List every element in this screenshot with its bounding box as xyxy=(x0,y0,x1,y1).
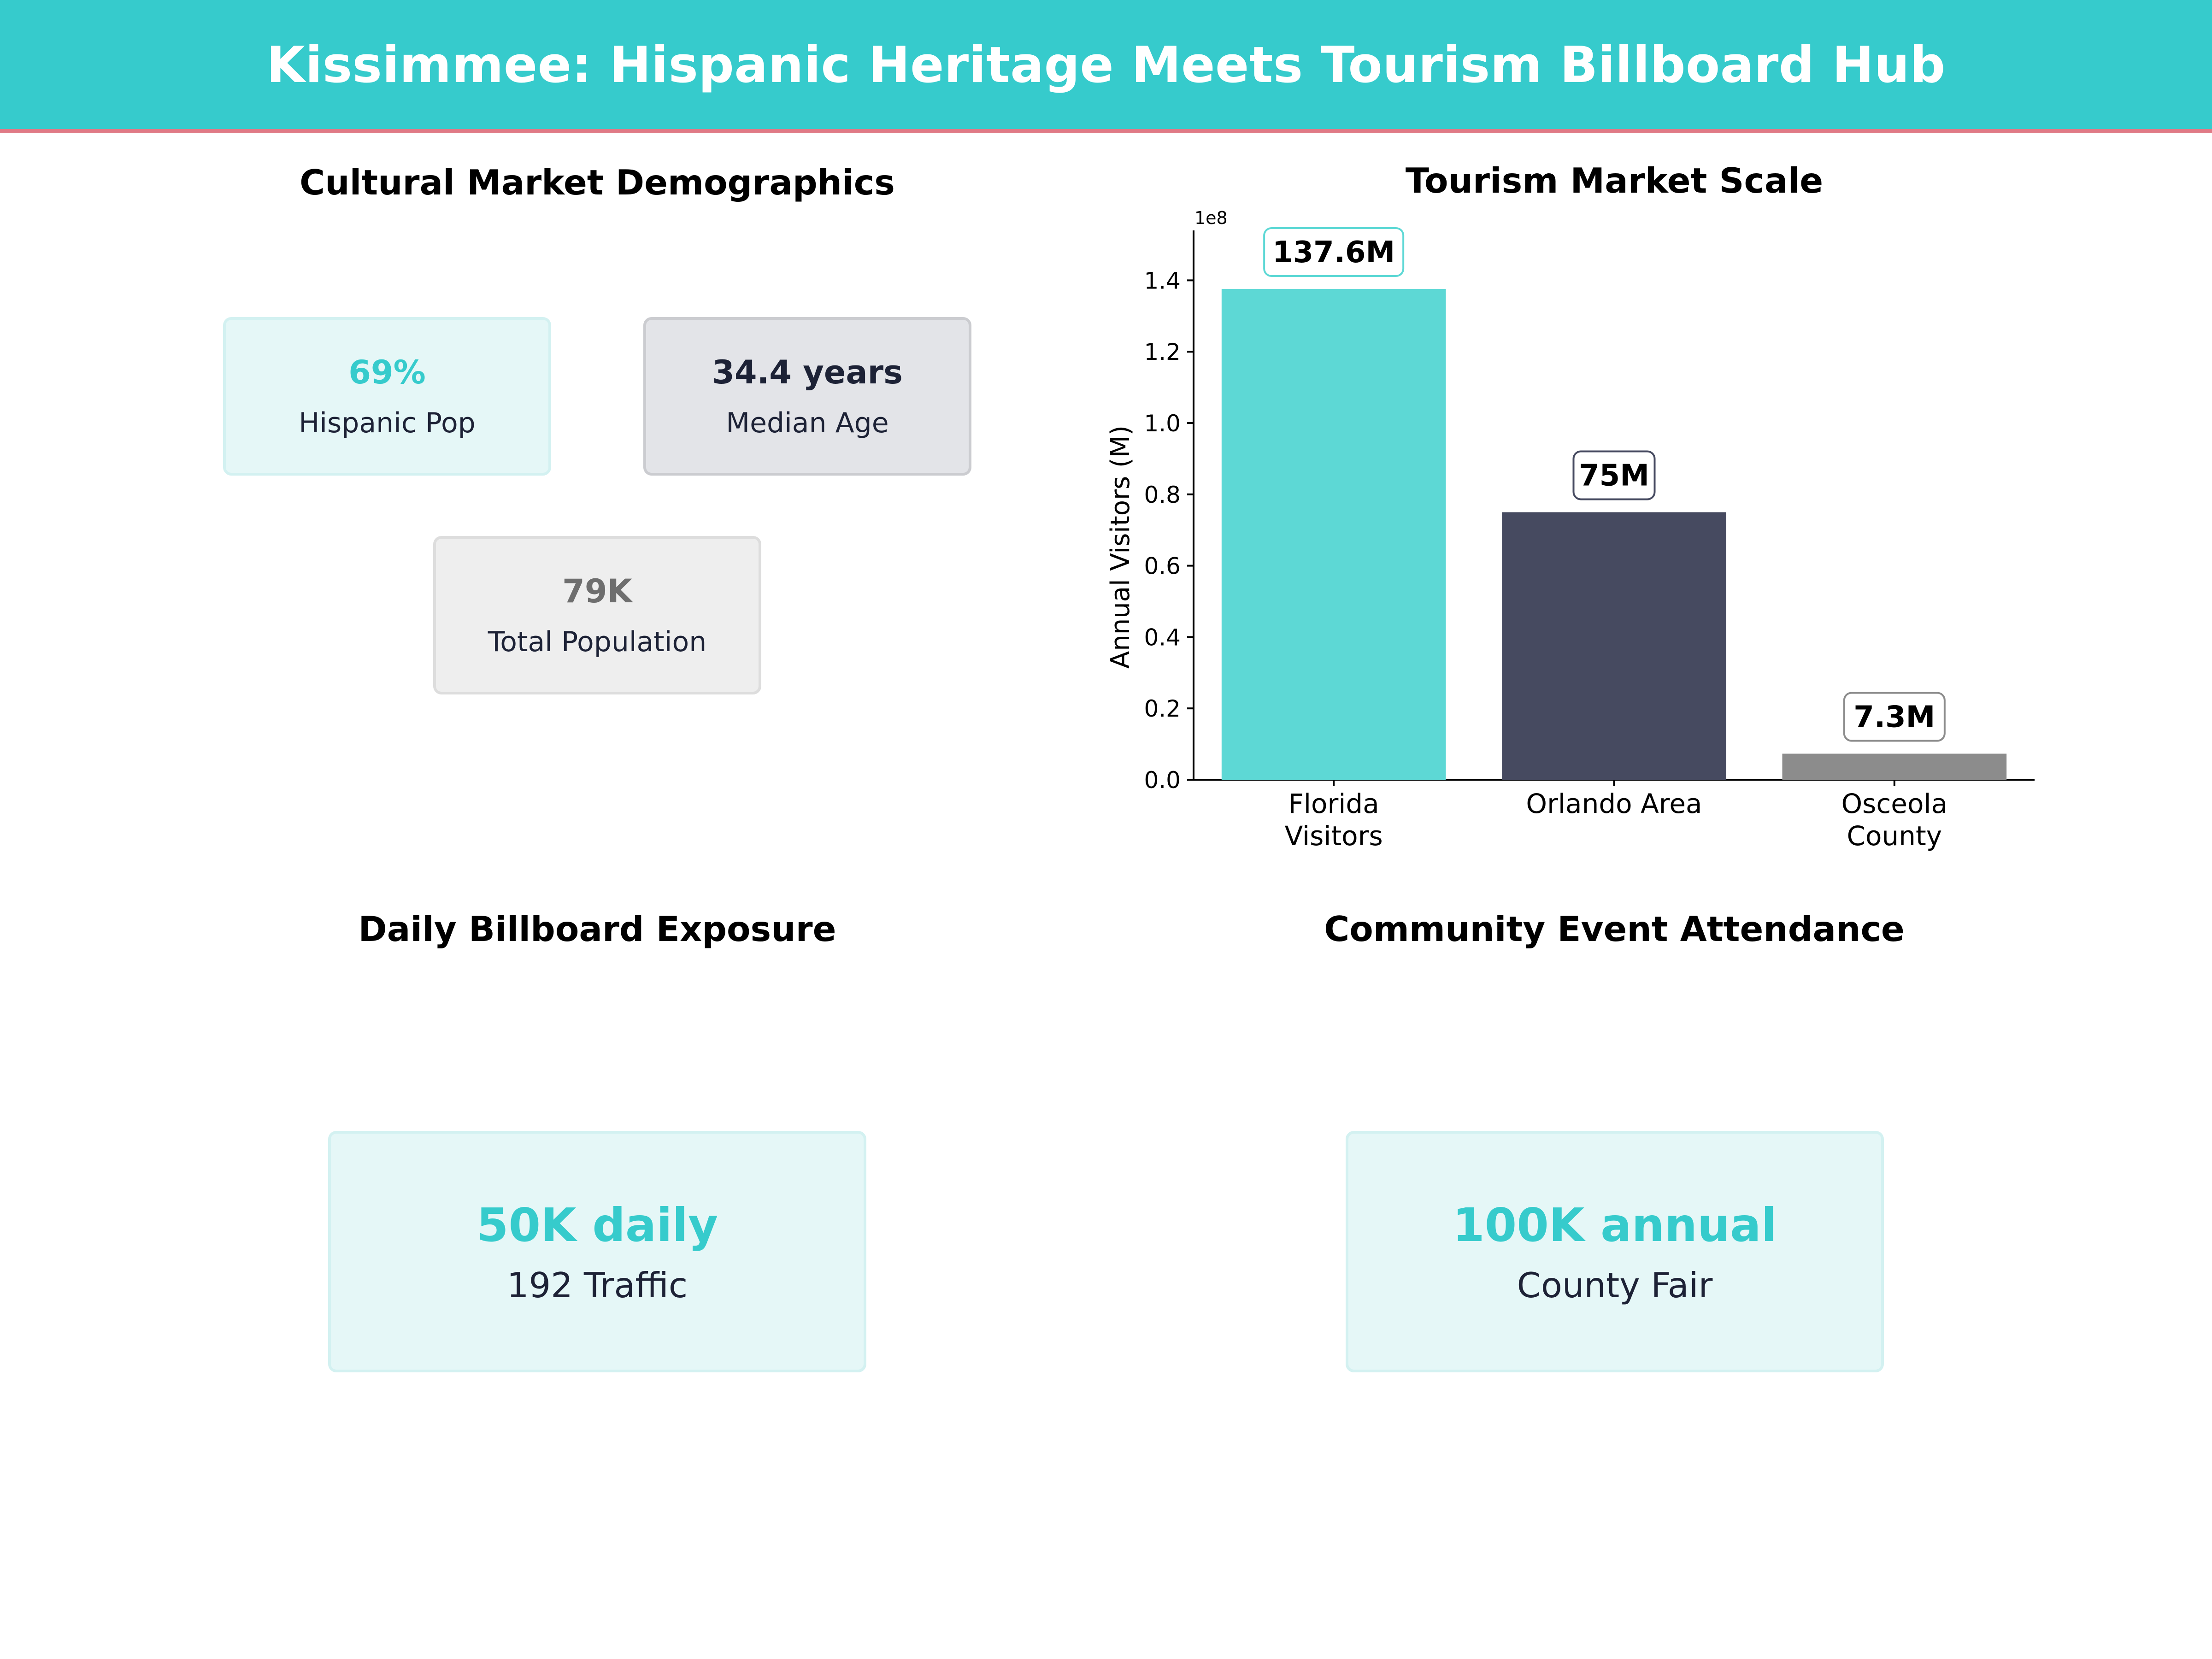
y-tick-label: 0.8 xyxy=(1144,482,1181,508)
data-label-box xyxy=(1263,227,1405,277)
data-label-box xyxy=(1843,692,1946,742)
x-tick-label: Florida xyxy=(1288,788,1379,819)
exposure-card: 50K daily 192 Traffic xyxy=(328,1131,866,1372)
y-tick-label: 0.2 xyxy=(1144,695,1181,722)
events-title: Community Event Attendance xyxy=(1324,909,1905,949)
hispanic-pop-value: 69% xyxy=(348,353,426,391)
tourism-bar-chart: Tourism Market Scale 1e8 Annual Visitors… xyxy=(1106,160,2035,852)
y-tick-label: 1.2 xyxy=(1144,339,1181,365)
y-tick-label: 1.0 xyxy=(1144,410,1181,437)
y-axis-offset-label: 1e8 xyxy=(1194,208,1228,228)
x-tick-label: Orlando Area xyxy=(1526,788,1702,819)
header-accent-line xyxy=(0,129,2212,133)
exposure-label: 192 Traffic xyxy=(506,1265,688,1306)
y-tick-label: 0.6 xyxy=(1144,553,1181,580)
total-population-card: 79K Total Population xyxy=(433,536,761,694)
x-tick-label: Osceola xyxy=(1841,788,1948,819)
total-population-value: 79K xyxy=(562,572,632,610)
events-value: 100K annual xyxy=(1453,1198,1777,1252)
total-population-label: Total Population xyxy=(488,626,707,658)
data-label: 7.3M xyxy=(1853,700,1935,734)
demographics-title: Cultural Market Demographics xyxy=(300,162,895,203)
page-title: Kissimmee: Hispanic Heritage Meets Touri… xyxy=(266,36,1946,94)
bar xyxy=(1502,512,1726,780)
exposure-title: Daily Billboard Exposure xyxy=(358,909,836,949)
hispanic-pop-label: Hispanic Pop xyxy=(299,407,476,439)
data-label-box xyxy=(1572,450,1656,500)
events-card: 100K annual County Fair xyxy=(1346,1131,1884,1372)
y-tick-label: 0.0 xyxy=(1144,767,1181,794)
bar xyxy=(1782,753,2007,780)
chart-title: Tourism Market Scale xyxy=(1406,160,1823,201)
exposure-value: 50K daily xyxy=(476,1198,718,1252)
y-tick-label: 0.4 xyxy=(1144,624,1181,651)
bar xyxy=(1221,288,1446,780)
hispanic-pop-card: 69% Hispanic Pop xyxy=(223,317,551,476)
data-label: 75M xyxy=(1579,459,1649,493)
x-tick-label: Visitors xyxy=(1285,820,1383,852)
median-age-card: 34.4 years Median Age xyxy=(643,317,971,476)
y-tick-label: 1.4 xyxy=(1144,267,1181,294)
header-banner: Kissimmee: Hispanic Heritage Meets Touri… xyxy=(0,0,2212,130)
y-axis-label: Annual Visitors (M) xyxy=(1106,425,1135,669)
median-age-label: Median Age xyxy=(726,407,889,439)
x-tick-label: County xyxy=(1847,820,1942,852)
median-age-value: 34.4 years xyxy=(712,353,903,391)
data-label: 137.6M xyxy=(1272,235,1395,270)
events-label: County Fair xyxy=(1517,1265,1713,1306)
